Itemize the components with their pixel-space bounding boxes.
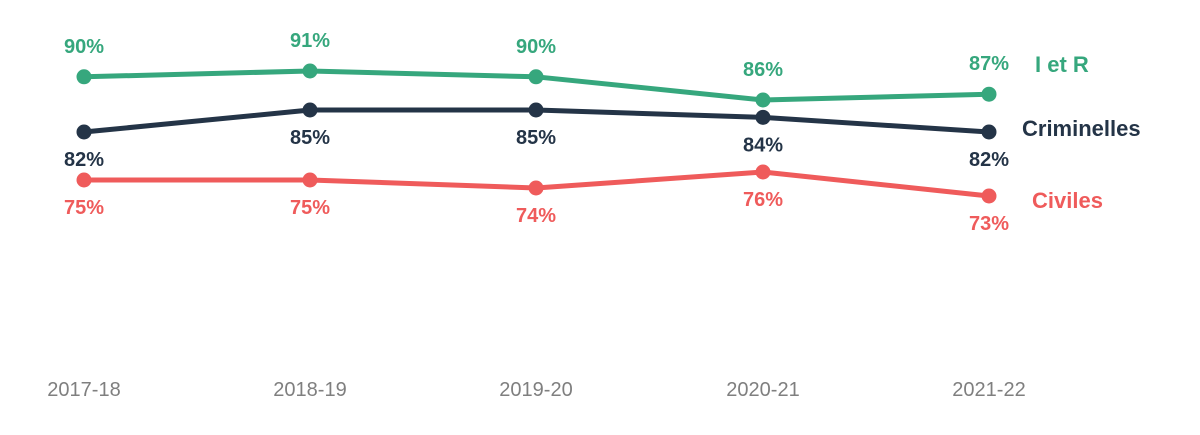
data-point — [755, 92, 771, 108]
data-point — [755, 164, 771, 180]
data-label: 90% — [516, 36, 556, 58]
series-0: 90% 91% 90% 86% 87% I et R — [64, 30, 1089, 108]
series-layer: 90% 91% 90% 86% 87% I et R 82% 85% 85% 84% 82% Crim… — [64, 30, 1141, 235]
data-point — [76, 172, 92, 188]
data-label: 85% — [290, 127, 330, 149]
data-point — [76, 69, 92, 85]
x-tick-label: 2017-18 — [47, 379, 120, 401]
data-point — [302, 102, 318, 118]
data-label: 84% — [743, 134, 783, 156]
x-tick-label: 2021-22 — [952, 379, 1025, 401]
data-point — [981, 124, 997, 140]
data-label: 82% — [969, 149, 1009, 171]
series-2: 75% 75% 74% 76% 73% Civiles — [64, 164, 1103, 235]
data-point — [981, 188, 997, 204]
data-label: 75% — [64, 197, 104, 219]
data-label: 86% — [743, 59, 783, 81]
data-label: 76% — [743, 189, 783, 211]
data-label: 90% — [64, 36, 104, 58]
data-point — [981, 86, 997, 102]
series-label: Criminelles — [1022, 116, 1141, 141]
data-point — [528, 102, 544, 118]
data-label: 82% — [64, 149, 104, 171]
data-label: 91% — [290, 30, 330, 52]
series-label: I et R — [1035, 52, 1089, 77]
data-point — [528, 69, 544, 85]
x-tick-label: 2019-20 — [499, 379, 572, 401]
data-point — [302, 172, 318, 188]
data-label: 75% — [290, 197, 330, 219]
data-point — [528, 180, 544, 196]
x-tick-label: 2020-21 — [726, 379, 799, 401]
data-label: 87% — [969, 53, 1009, 75]
data-point — [302, 63, 318, 79]
series-1: 82% 85% 85% 84% 82% Criminelles — [64, 102, 1141, 171]
series-label: Civiles — [1032, 188, 1103, 213]
data-label: 73% — [969, 213, 1009, 235]
x-tick-label: 2018-19 — [273, 379, 346, 401]
data-label: 85% — [516, 127, 556, 149]
data-point — [755, 109, 771, 125]
data-label: 74% — [516, 205, 556, 227]
data-point — [76, 124, 92, 140]
x-axis: 2017-18 2018-19 2019-20 2020-21 2021-22 — [47, 379, 1025, 401]
